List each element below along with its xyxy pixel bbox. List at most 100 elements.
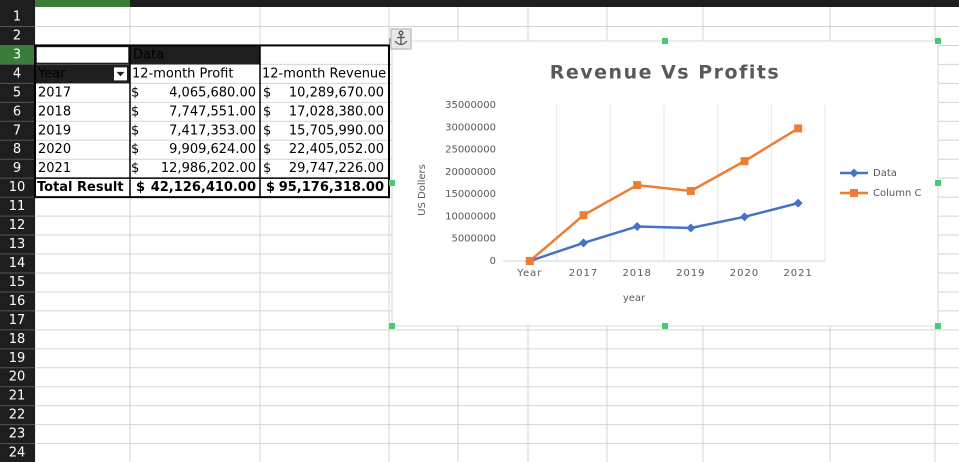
pivot-cell: 2020 <box>38 142 71 157</box>
pivot-header: Year <box>37 66 66 81</box>
y-tick-label: 0 <box>490 256 496 267</box>
pivot-cell: 7,417,353.00 <box>169 123 256 138</box>
row-header: 24 <box>9 446 26 461</box>
resize-handle[interactable] <box>662 38 668 44</box>
data-point <box>579 211 588 220</box>
row-header: 11 <box>9 199 26 214</box>
chart: Revenue Vs Profits US Dollers year 0 5000… <box>391 40 939 327</box>
pivot-year-header-bg <box>35 64 130 84</box>
pivot-table: Data Year 12-month Profit 12-month Revenue 2… <box>34 44 390 199</box>
pivot-cell: $ <box>263 123 271 138</box>
y-tick-label: 15000000 <box>445 189 496 200</box>
row-header: 20 <box>9 370 26 385</box>
row-header: 15 <box>9 275 26 290</box>
pivot-cell: Total Result <box>37 180 124 195</box>
row-header: 2 <box>13 28 21 43</box>
row-header: 14 <box>9 256 26 271</box>
row-header: 9 <box>13 161 21 176</box>
resize-handle[interactable] <box>662 323 668 329</box>
pivot-cell: $ <box>263 85 271 100</box>
x-tick-label: Year <box>516 268 542 279</box>
pivot-cell: 42,126,410.00 <box>151 180 256 195</box>
pivot-cell: $ <box>263 142 271 157</box>
pivot-cell: $ <box>266 180 275 195</box>
pivot-cell: 15,705,990.00 <box>289 123 384 138</box>
y-tick-label: 20000000 <box>445 167 496 178</box>
pivot-cell: $ <box>136 180 145 195</box>
pivot-cell: 9,909,624.00 <box>169 142 256 157</box>
pivot-cell: 29,747,226.00 <box>289 161 384 176</box>
filter-arrow <box>116 71 125 77</box>
resize-handle[interactable] <box>935 180 941 186</box>
row-header: 8 <box>13 142 21 157</box>
pivot-data-header: Data <box>133 47 164 62</box>
data-point <box>686 186 695 195</box>
column-header-bar <box>0 0 959 7</box>
row-header: 1 <box>13 10 21 25</box>
resize-handle[interactable] <box>389 180 395 186</box>
data-point <box>794 124 803 133</box>
pivot-cell: 2017 <box>38 85 71 100</box>
pivot-cell: 2021 <box>38 161 71 176</box>
x-tick-label: 2018 <box>622 268 651 279</box>
y-tick-label: 5000000 <box>451 234 496 245</box>
pivot-cell: 4,065,680.00 <box>169 85 256 100</box>
pivot-cell: 12,986,202.00 <box>161 161 256 176</box>
pivot-cell: 2018 <box>38 104 71 119</box>
data-point <box>793 198 803 208</box>
pivot-cell: $ <box>131 161 139 176</box>
y-axis-label: US Dollers <box>417 164 428 216</box>
row-header: 3 <box>13 47 21 62</box>
y-tick-label: 35000000 <box>445 100 496 111</box>
pivot-cell: 22,405,052.00 <box>289 142 384 157</box>
x-tick-label: 2020 <box>730 268 759 279</box>
selected-column-header <box>35 0 130 7</box>
row-header: 17 <box>9 313 26 328</box>
pivot-cell: 17,028,380.00 <box>289 104 384 119</box>
series-line <box>529 201 799 263</box>
pivot-data-header-bg <box>130 45 260 65</box>
anchor-icon[interactable] <box>390 28 412 50</box>
chart-title: Revenue Vs Profits <box>550 62 781 84</box>
pivot-border <box>34 44 390 199</box>
selected-row-header <box>0 45 35 65</box>
pivot-cell: $ <box>263 161 271 176</box>
resize-handle[interactable] <box>935 323 941 329</box>
pivot-cell: 10,289,670.00 <box>289 85 384 100</box>
row-header: 10 <box>9 180 26 195</box>
legend-label: Data <box>873 168 897 179</box>
legend-marker <box>850 189 858 197</box>
pivot-cell: 7,747,551.00 <box>169 104 256 119</box>
x-axis-label: year <box>623 293 646 304</box>
row-header: 21 <box>9 389 26 404</box>
pivot-cell: $ <box>131 123 139 138</box>
row-header: 7 <box>13 123 21 138</box>
pivot-cell <box>35 45 130 65</box>
row-header: 4 <box>13 66 21 81</box>
x-tick-label: 2021 <box>783 268 812 279</box>
data-point <box>740 212 749 222</box>
pivot-header: 12-month Revenue <box>262 66 386 81</box>
series-line <box>529 127 799 262</box>
row-header: 13 <box>9 237 26 252</box>
y-tick-label: 30000000 <box>445 122 496 133</box>
row-header: 23 <box>9 427 26 442</box>
row-header: 6 <box>13 104 21 119</box>
y-tick-label: 25000000 <box>445 145 496 156</box>
row-header: 12 <box>9 218 26 233</box>
pivot-header: 12-month Profit <box>132 66 233 81</box>
resize-handle[interactable] <box>389 323 395 329</box>
data-point <box>632 221 642 231</box>
chart-area[interactable] <box>391 40 939 327</box>
row-header: 18 <box>9 332 26 347</box>
legend-label: Column C <box>873 188 921 199</box>
row-header: 22 <box>9 408 26 423</box>
y-tick-label: 10000000 <box>445 211 496 222</box>
row-header: 5 <box>13 85 21 100</box>
data-point <box>579 238 588 248</box>
pivot-cell: $ <box>131 142 139 157</box>
resize-handle[interactable] <box>935 38 941 44</box>
data-point <box>686 223 696 233</box>
